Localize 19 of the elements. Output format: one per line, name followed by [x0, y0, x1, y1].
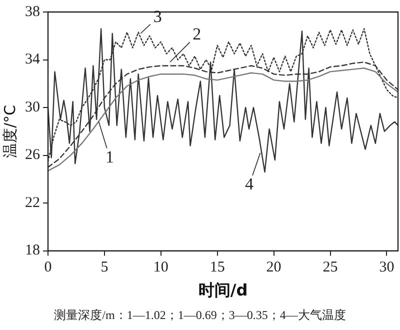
y-tick-label: 34: [25, 52, 40, 68]
y-tick-label: 18: [25, 242, 40, 259]
y-tick-label: 26: [25, 147, 40, 164]
annotation: 4: [245, 174, 254, 194]
y-tick-label: 30: [25, 99, 40, 116]
x-tick-label: 30: [379, 260, 394, 276]
y-axis-title: 温度/°C: [0, 104, 19, 158]
x-tick-label: 5: [100, 260, 108, 276]
x-tick-label: 10: [153, 260, 168, 276]
y-tick-label: 38: [25, 4, 40, 20]
annotation: 1: [106, 147, 114, 166]
x-tick-label: 0: [44, 260, 52, 276]
annotation: 2: [192, 24, 202, 44]
x-tick-label: 15: [210, 260, 225, 276]
x-tick-label: 25: [322, 260, 338, 276]
y-tick-label: 22: [25, 194, 40, 211]
text: 测量深度/m：1—1.02；1—0.69；3—0.35；4—大气温度: [53, 307, 347, 324]
x-axis-title: 时间/d: [198, 280, 248, 300]
x-tick-label: 20: [266, 260, 282, 276]
